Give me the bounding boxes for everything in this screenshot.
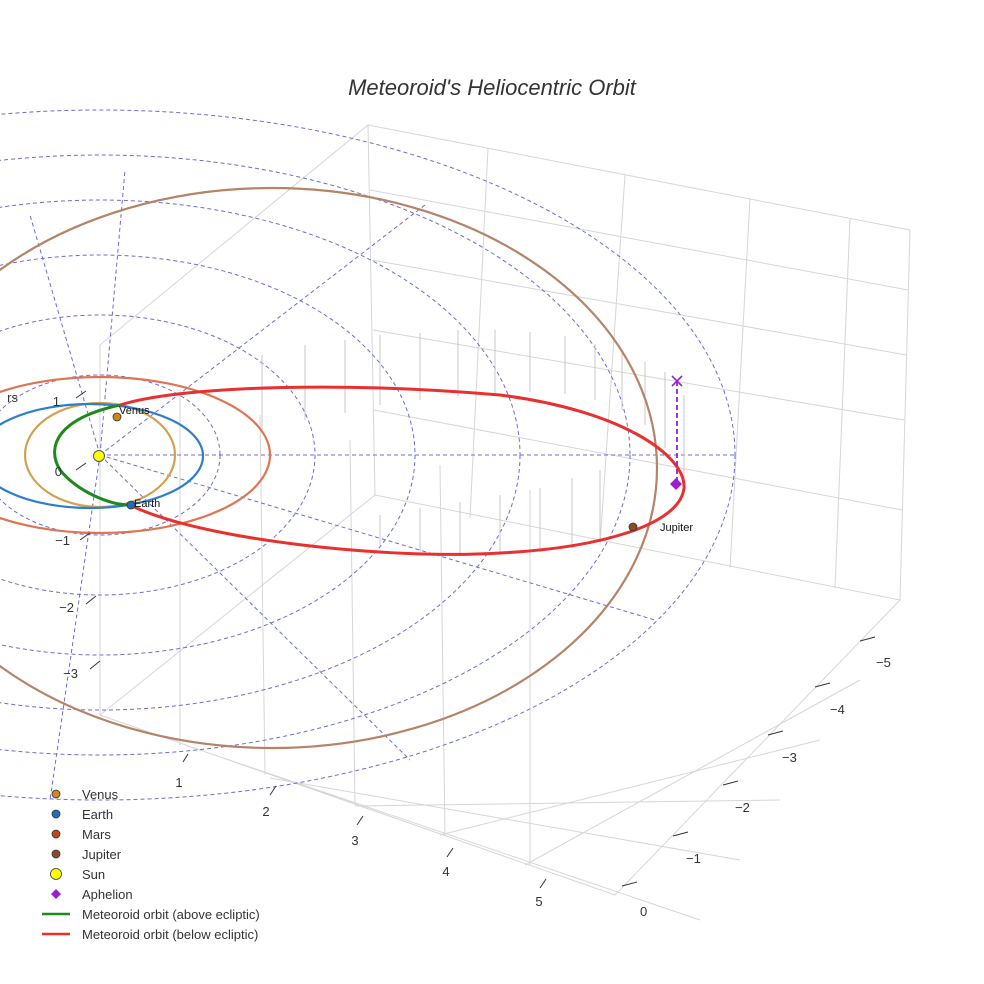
ecliptic-radial-3 (99, 169, 126, 456)
scene-box (99, 124, 911, 921)
ecliptic-radial-2 (99, 204, 426, 456)
z-tick-mark (75, 462, 87, 471)
x-tick-mark (182, 753, 189, 763)
z-tick-mark (75, 390, 87, 399)
aphelion-group (670, 375, 683, 490)
legend-item-jupiter[interactable]: Jupiter (51, 847, 122, 862)
y-tick-label: −2 (735, 800, 750, 815)
ecliptic-radial-4 (99, 454, 411, 761)
legend-label: Jupiter (82, 847, 122, 862)
x-tick-label: 4 (442, 864, 449, 879)
clipped-axis-label: rs (7, 390, 18, 405)
legend-item-sun[interactable]: Sun (50, 867, 106, 882)
y-tick-mark (767, 730, 784, 736)
x-tick-label: 2 (262, 804, 269, 819)
z-tick-label: 1 (53, 394, 60, 409)
planet-markers: Venus Earth Jupiter (112, 405, 693, 534)
z-tick-mark (89, 660, 101, 670)
meteoroid-orbit-below (119, 385, 686, 556)
legend-symbol (51, 809, 61, 819)
ecliptic-ring-2 (0, 314, 316, 596)
jupiter-label: Jupiter (660, 522, 693, 534)
earth-label: Earth (134, 498, 160, 510)
y-tick-mark (621, 881, 638, 887)
orbit-jupiter (0, 186, 658, 750)
y-tick-mark (672, 831, 689, 837)
legend-symbol (51, 849, 61, 859)
y-tick-mark (722, 780, 739, 786)
x-tick-mark (356, 815, 364, 826)
x-tick-label: 5 (535, 894, 542, 909)
venus-dot (112, 412, 122, 422)
y-tick-mark (814, 682, 831, 688)
legend-label: Meteoroid orbit (above ecliptic) (82, 907, 260, 922)
meteoroid-orbit-above (53, 403, 131, 507)
chart-title: Meteoroid's Heliocentric Orbit (348, 75, 637, 100)
legend-item-meteoroid-orbit-below-ecliptic[interactable]: Meteoroid orbit (below ecliptic) (42, 927, 258, 942)
ecliptic-ring-6 (0, 109, 736, 801)
legend-symbol (51, 829, 61, 839)
x-tick-mark (539, 878, 547, 889)
back-wall-grid (99, 124, 911, 921)
z-tick-mark (79, 532, 91, 541)
legend-label: Sun (82, 867, 105, 882)
planet-orbits (0, 186, 658, 750)
legend-label: Mars (82, 827, 111, 842)
z-tick-label: −1 (55, 533, 70, 548)
z-tick-mark (85, 595, 97, 605)
y-tick-label: −4 (830, 702, 845, 717)
legend-label: Meteoroid orbit (below ecliptic) (82, 927, 258, 942)
z-tick-label: −3 (63, 666, 78, 681)
legend-item-meteoroid-orbit-above-ecliptic[interactable]: Meteoroid orbit (above ecliptic) (42, 907, 260, 922)
jupiter-dot (628, 522, 638, 532)
ecliptic-radial-7 (29, 214, 101, 456)
legend: Venus Earth Mars Jupiter Sun Aphelion Meteoroi… (42, 787, 260, 942)
meteoroid-orbit (53, 385, 686, 556)
axis-tick-labels: 1 0 −1 −2 −3 1 2 3 4 5 0 −1 −2 −3 −4 −5 … (7, 390, 891, 919)
y-tick-label: 0 (640, 904, 647, 919)
aphelion-projection-cross (671, 375, 683, 387)
y-tick-label: −5 (876, 655, 891, 670)
sun-dot (93, 450, 105, 462)
y-tick-label: −3 (782, 750, 797, 765)
legend-symbol (51, 789, 61, 799)
legend-label: Venus (82, 787, 119, 802)
earth-dot (126, 500, 136, 510)
legend-item-earth[interactable]: Earth (51, 807, 113, 822)
ecliptic-radial-5 (49, 454, 101, 801)
z-tick-label: −2 (59, 600, 74, 615)
legend-item-mars[interactable]: Mars (51, 827, 111, 842)
z-tick-label: 0 (55, 464, 62, 479)
axis-ticks (75, 390, 876, 889)
sun-marker (93, 450, 105, 462)
x-tick-label: 3 (351, 833, 358, 848)
y-tick-label: −1 (686, 851, 701, 866)
ecliptic-radial-6 (99, 454, 656, 621)
orbit-mars (0, 375, 272, 535)
legend-symbol (51, 889, 61, 899)
x-tick-mark (446, 847, 454, 858)
legend-symbol (50, 868, 62, 880)
legend-label: Aphelion (82, 887, 133, 902)
drop-lines (261, 330, 685, 555)
x-tick-label: 1 (175, 775, 182, 790)
venus-label: Venus (119, 405, 150, 417)
ecliptic-ring-5 (0, 154, 631, 756)
y-tick-mark (859, 636, 876, 642)
x-tick-mark (269, 785, 277, 796)
legend-item-venus[interactable]: Venus (51, 787, 119, 802)
orbit-earth (0, 402, 205, 510)
legend-label: Earth (82, 807, 113, 822)
aphelion-marker (670, 478, 682, 490)
legend-item-aphelion[interactable]: Aphelion (51, 887, 133, 902)
ecliptic-grid (0, 109, 736, 801)
